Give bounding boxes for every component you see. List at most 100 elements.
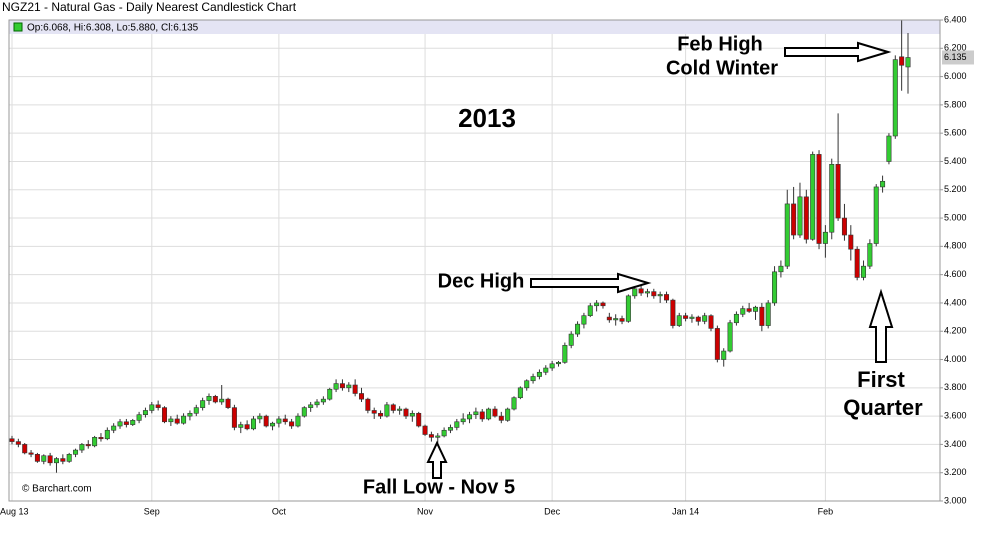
candle-body <box>98 437 104 440</box>
x-tick-label: Aug 13 <box>0 506 29 516</box>
candle-body <box>816 154 822 244</box>
candle-body <box>676 315 682 326</box>
candle-body <box>632 288 638 297</box>
legend-swatch <box>13 22 23 32</box>
candle-body <box>873 186 879 244</box>
candle-body <box>530 376 536 382</box>
candle-body <box>231 407 237 428</box>
candle-body <box>314 401 320 406</box>
candle-body <box>784 203 790 267</box>
candle-body <box>486 408 492 420</box>
candle-body <box>841 217 847 236</box>
candle-body <box>460 418 466 423</box>
candle-body <box>822 231 828 244</box>
candle-body <box>130 420 136 425</box>
y-tick-label: 6.000 <box>944 71 967 81</box>
candle-body <box>409 412 415 417</box>
candle-body <box>250 418 256 430</box>
x-tick-label: Feb <box>818 506 834 516</box>
candle-body <box>854 248 860 278</box>
candle-body <box>721 350 727 360</box>
candle-body <box>473 411 479 416</box>
y-tick-label: 3.400 <box>944 439 967 449</box>
candle-body <box>803 196 809 240</box>
candle-body <box>638 288 644 294</box>
annotation: First <box>857 367 905 392</box>
candle-body <box>359 393 365 400</box>
arrow <box>784 41 892 63</box>
candle-body <box>568 333 574 346</box>
candle-body <box>892 59 898 137</box>
x-tick-label: Dec <box>544 506 561 516</box>
candle-body <box>276 418 282 424</box>
arrow <box>530 272 652 294</box>
candle-body <box>181 415 187 424</box>
candle-body <box>270 422 276 427</box>
candle-body <box>797 196 803 236</box>
candle-body <box>346 384 352 389</box>
x-tick-label: Sep <box>144 506 160 516</box>
candle-body <box>594 302 600 307</box>
candle-body <box>492 408 498 417</box>
candle-body <box>34 454 40 462</box>
candle-body <box>435 435 441 438</box>
y-tick-label: 3.800 <box>944 382 967 392</box>
candle-body <box>575 323 581 335</box>
candle-body <box>365 398 371 411</box>
y-tick-label: 3.000 <box>944 495 967 505</box>
candle-body <box>149 404 155 411</box>
candle-body <box>524 380 530 389</box>
candle-body <box>212 396 218 403</box>
candle-body <box>702 315 708 322</box>
candle-body <box>441 429 447 437</box>
candle-body <box>810 154 816 240</box>
candle-body <box>263 415 269 427</box>
x-tick-label: Jan 14 <box>672 506 699 516</box>
candle-body <box>390 404 396 411</box>
y-tick-label: 4.000 <box>944 354 967 364</box>
y-tick-label: 4.800 <box>944 241 967 251</box>
last-price-label: 6.135 <box>944 52 967 62</box>
legend-bar <box>9 20 940 34</box>
candle-body <box>60 458 66 462</box>
candle-body <box>765 302 771 326</box>
candle-body <box>657 294 663 297</box>
candle-body <box>625 295 631 322</box>
candle-body <box>848 234 854 250</box>
candle-body <box>733 313 739 324</box>
candle-body <box>886 135 892 162</box>
candle-body <box>467 414 473 420</box>
candle-body <box>447 427 453 431</box>
candle-body <box>22 444 28 454</box>
candle-body <box>746 308 752 312</box>
candle-body <box>28 452 34 455</box>
candle-body <box>333 383 339 390</box>
candle-body <box>162 407 168 423</box>
candle-body <box>689 316 695 319</box>
y-tick-label: 3.600 <box>944 410 967 420</box>
candle-body <box>714 328 720 360</box>
candle-body <box>352 384 358 394</box>
candle-body <box>880 180 886 188</box>
candle-body <box>155 404 161 408</box>
candle-body <box>187 412 193 417</box>
candle-body <box>759 306 765 326</box>
source: © Barchart.com <box>22 484 92 495</box>
candle-body <box>517 387 523 399</box>
candle-body <box>479 411 485 420</box>
candle-body <box>778 265 784 273</box>
candle-body <box>454 421 460 428</box>
candle-body <box>47 455 53 464</box>
candle-body <box>53 458 59 464</box>
y-tick-label: 5.600 <box>944 128 967 138</box>
candle-body <box>295 415 301 427</box>
candle-body <box>73 449 79 455</box>
candle-body <box>416 412 422 427</box>
candle-body <box>41 455 47 462</box>
candle-body <box>289 421 295 427</box>
candle-body <box>708 315 714 329</box>
candle-body <box>543 367 549 373</box>
candle-body <box>670 299 676 326</box>
y-tick-label: 5.200 <box>944 184 967 194</box>
